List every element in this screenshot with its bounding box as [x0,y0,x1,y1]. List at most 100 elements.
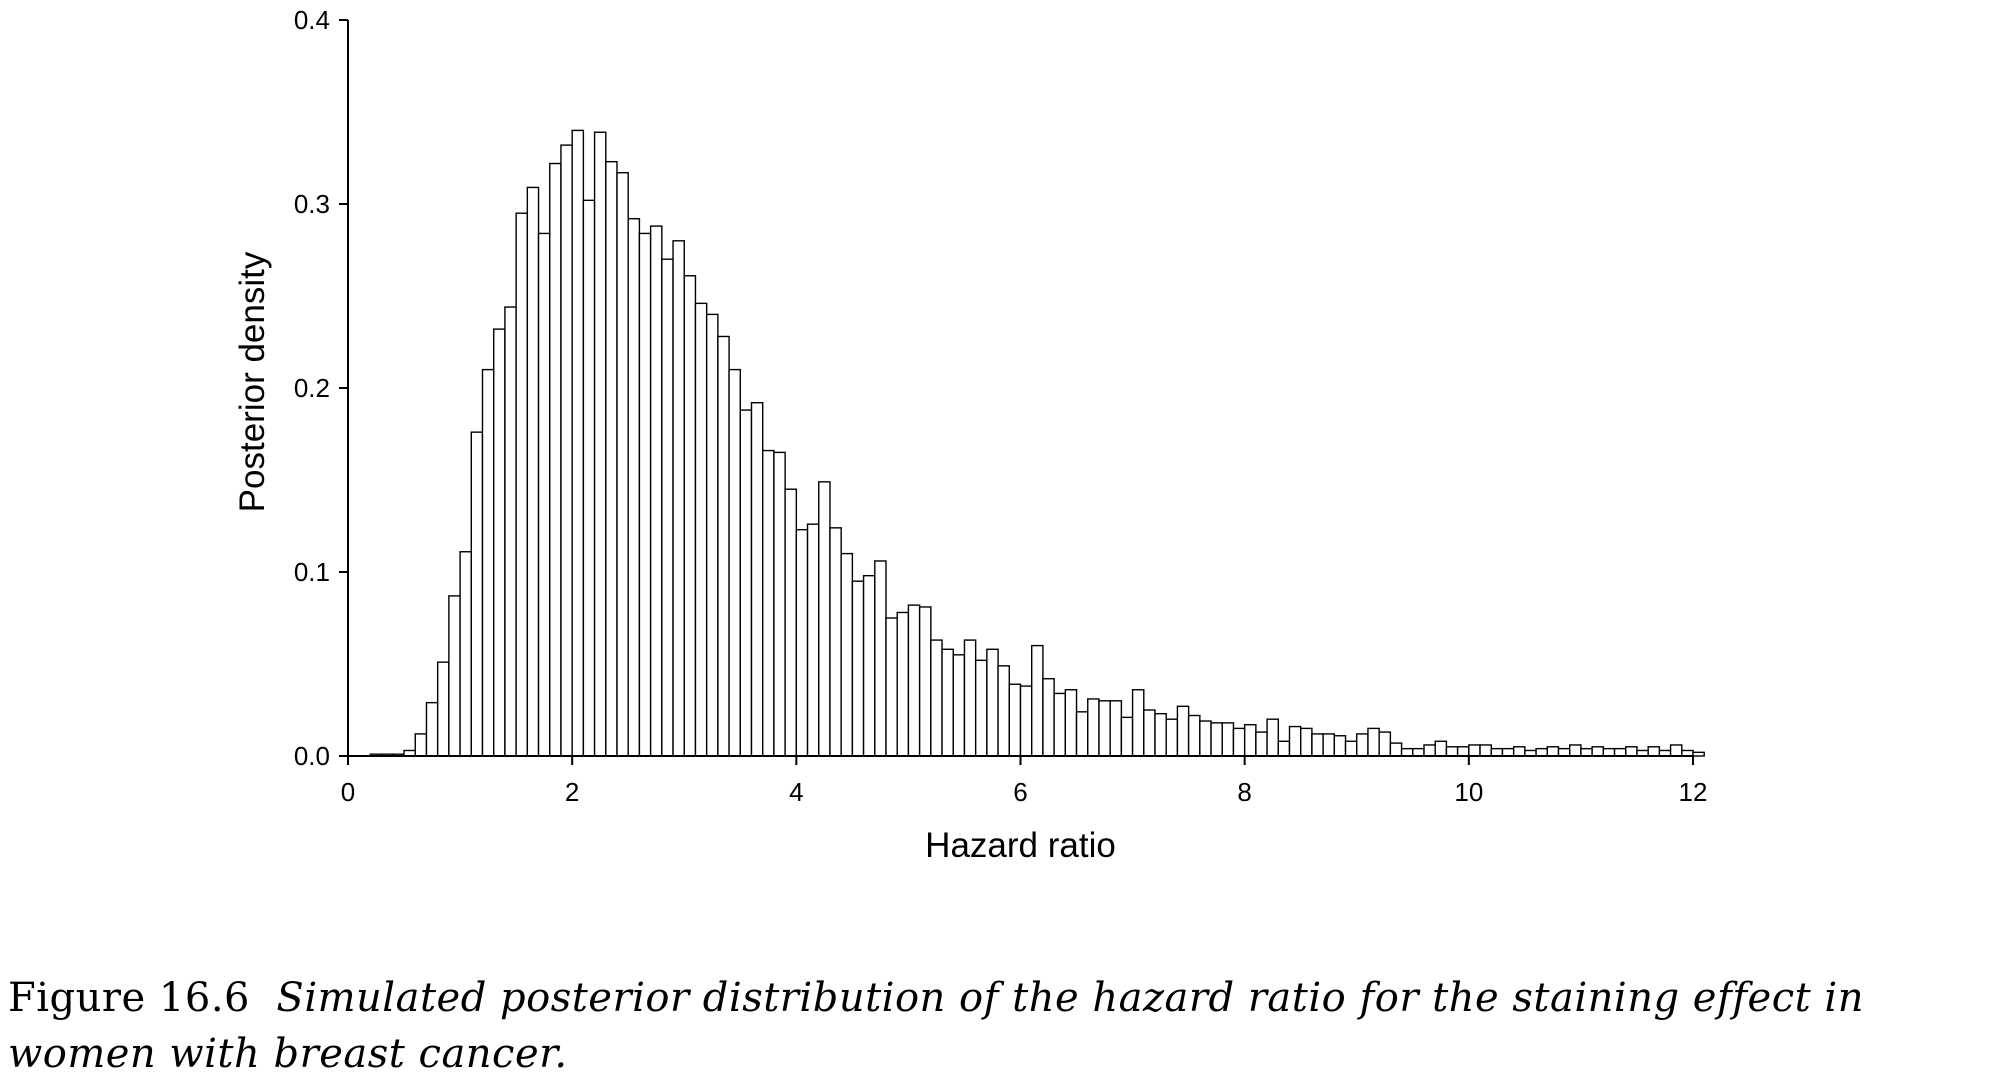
y-tick-label: 0.0 [294,741,330,771]
histogram-bar [1512,746,1526,757]
histogram-bar [1669,744,1683,757]
histogram-bar [504,306,517,757]
histogram-bar [1311,733,1324,757]
y-tick-label: 0.4 [294,5,330,35]
figure-caption-text: Simulated posterior distribution of the … [8,975,1864,1077]
histogram-bar [1322,733,1336,757]
histogram-bar [1075,711,1089,757]
histogram-bar [1535,747,1548,757]
histogram-bar [1367,727,1380,757]
histogram-bar [907,604,921,757]
x-tick-label: 4 [789,777,803,807]
histogram-bar [1468,744,1481,757]
histogram-bar [694,302,708,757]
axes: 0.0 0.1 0.2 0.3 0.4 0 2 4 6 8 10 12 [294,5,1708,807]
histogram-bar [974,659,988,757]
histogram-bar [874,560,887,757]
histogram-bar [515,212,529,757]
histogram-bar [963,639,977,757]
histogram-bar [1378,731,1392,757]
histogram-bar [526,186,540,757]
histogram-bar [1008,683,1022,757]
histogram-bar [784,488,798,757]
x-tick-label: 12 [1679,777,1708,807]
histogram-bar [582,199,596,757]
x-tick-label: 2 [565,777,579,807]
histogram-bar [1131,689,1145,757]
histogram-bar [840,552,854,757]
histogram-bar [1087,698,1100,757]
histogram-bar [705,313,719,757]
x-tick-label: 6 [1013,777,1027,807]
histogram-bar [425,701,439,757]
histogram-bar [1490,747,1504,757]
histogram-bar [459,551,472,757]
histogram-bar [1266,718,1279,757]
y-axis-title: Posterior density [233,251,272,512]
histogram-bar [851,580,865,757]
histogram-bar [1187,714,1201,757]
histogram-bar [1154,712,1167,757]
histogram-bar [1333,735,1347,757]
histogram-bar [1591,746,1605,757]
histogram-bar [1098,700,1111,757]
histogram-bar [1625,746,1638,757]
histogram-bar [1400,747,1414,757]
histogram-bar [1232,727,1246,757]
histogram-bar [1423,744,1436,757]
histogram-bar [470,431,484,757]
histogram-bar [593,131,607,757]
y-tick-label: 0.1 [294,557,330,587]
histogram-bar [1221,722,1235,757]
histogram-bar [661,258,674,757]
histogram-bars [369,129,1705,757]
histogram-bar [1613,747,1627,757]
histogram-bar [436,661,450,757]
histogram-bar [1479,744,1492,757]
histogram-bar [885,617,898,757]
histogram-bar [1143,709,1156,757]
histogram-bar [627,218,641,757]
histogram-bar [605,160,618,757]
histogram-bar [1434,740,1448,757]
histogram-bar [616,172,629,757]
histogram-bar [1647,746,1661,757]
histogram-bar [1199,720,1212,757]
histogram-bar [918,606,932,757]
histogram-bar [1602,747,1616,757]
histogram-bar [739,409,753,757]
histogram-bar [862,574,876,757]
histogram-bar [1109,700,1123,757]
histogram-bar [1053,692,1067,757]
histogram-bar [1546,746,1560,757]
x-axis-title: Hazard ratio [925,826,1116,865]
histogram-bar [717,335,730,757]
histogram-bar [560,144,573,757]
histogram-bar [1042,678,1055,757]
histogram-bar [571,129,585,757]
histogram-bar [672,240,685,757]
y-tick-label: 0.2 [294,373,330,403]
histogram-bar [806,523,820,757]
histogram-bar [1389,742,1403,757]
histogram-bar [818,481,831,757]
histogram-bar [1165,718,1179,757]
histogram-bar [1344,740,1358,757]
histogram-chart: 0.0 0.1 0.2 0.3 0.4 0 2 4 6 8 10 12 Hazard ratio P… [233,5,1708,865]
histogram-bar [638,232,652,757]
figure-caption-label: Figure 16.6 [8,975,250,1021]
histogram-bar [930,639,943,757]
histogram-bar [448,595,461,757]
histogram-bar [1120,716,1134,757]
y-axis-ticks: 0.0 0.1 0.2 0.3 0.4 [294,5,348,771]
histogram-bar [1176,705,1190,757]
histogram-bar [1456,746,1470,757]
histogram-bar [1064,689,1078,757]
figure-caption: Figure 16.6 Simulated posterior distribu… [8,970,1988,1082]
histogram-bar [896,611,910,757]
histogram-bar [537,232,551,757]
x-tick-label: 8 [1237,777,1251,807]
histogram-bar [1356,733,1369,757]
x-tick-label: 0 [341,777,355,807]
histogram-bar [762,449,775,757]
